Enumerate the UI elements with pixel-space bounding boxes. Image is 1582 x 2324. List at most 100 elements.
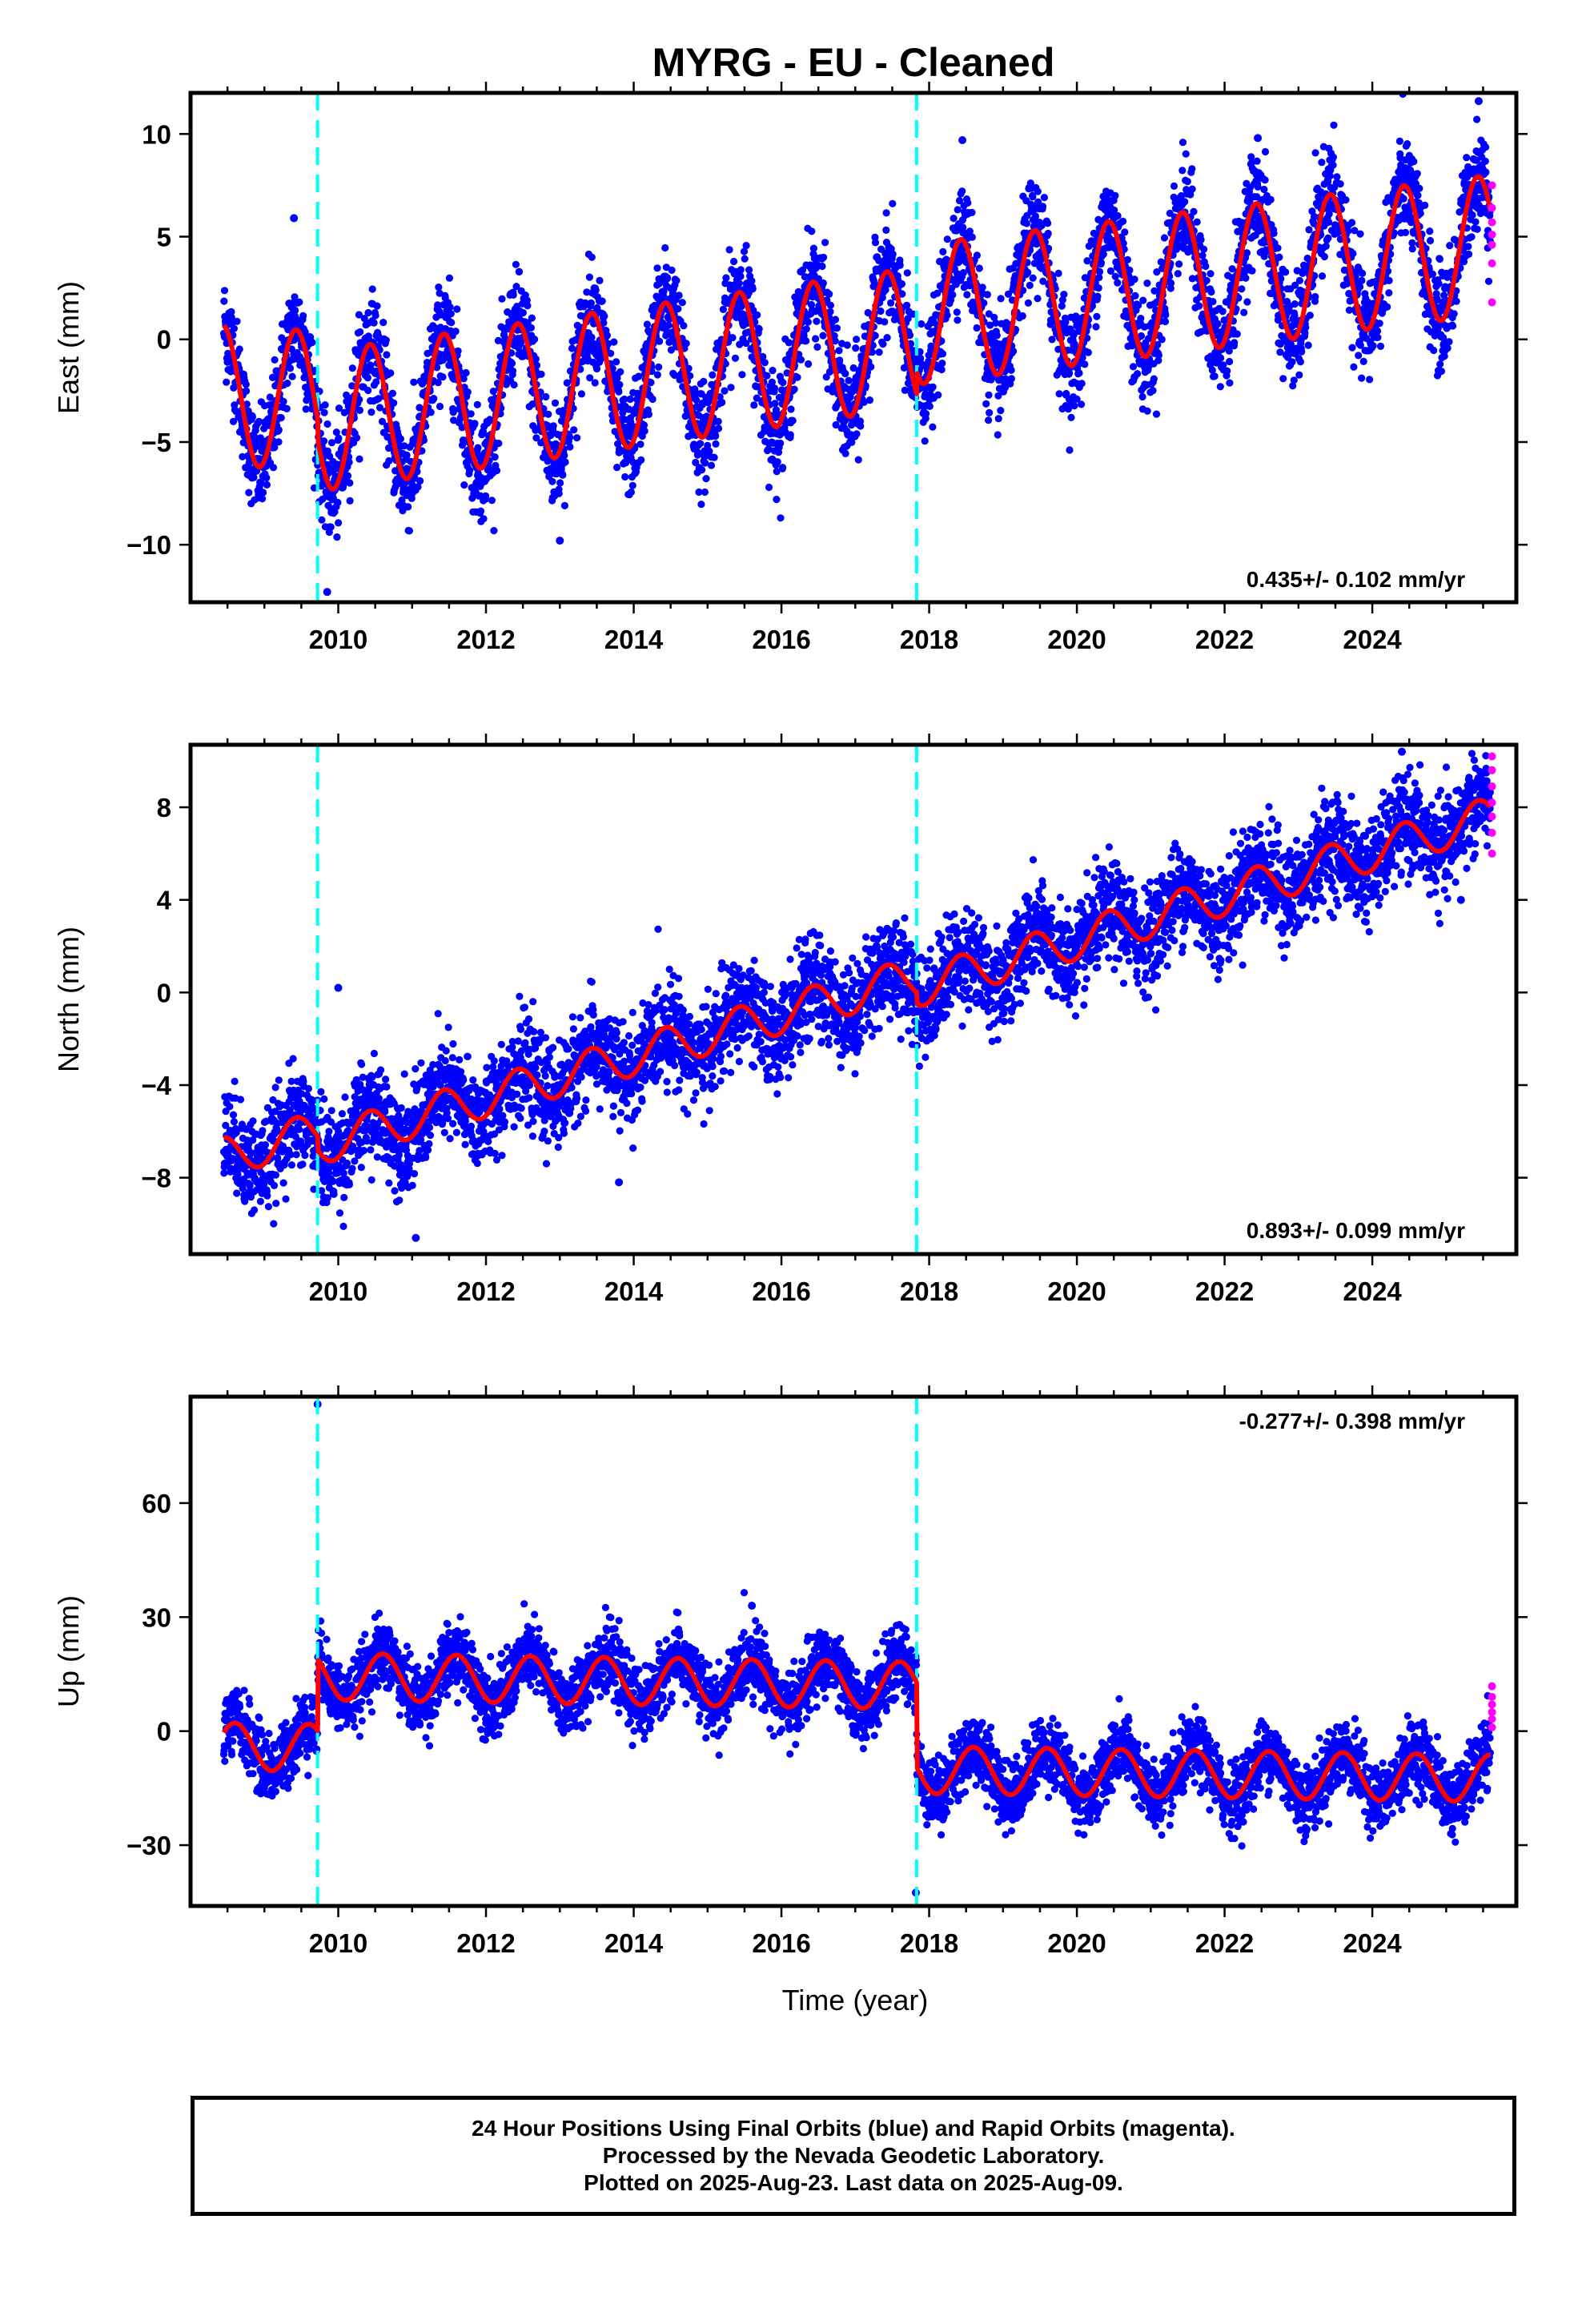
data-point	[1369, 342, 1377, 350]
panel-east: 2010 2012 2014 2016 2018 2020 2022 20241050−5−1…	[52, 82, 1528, 654]
data-point	[532, 361, 541, 369]
data-point	[616, 368, 624, 376]
data-point	[279, 397, 287, 405]
data-point	[1026, 281, 1034, 289]
data-point	[1349, 249, 1357, 258]
data-point	[1178, 139, 1187, 147]
data-point	[235, 345, 243, 353]
data-point	[355, 396, 363, 404]
data-point	[436, 402, 444, 411]
data-point	[1024, 299, 1032, 307]
data-point	[1060, 291, 1068, 299]
data-point	[1178, 167, 1186, 175]
data-point	[375, 395, 383, 403]
data-point	[1356, 230, 1364, 238]
data-point	[537, 370, 545, 378]
data-point	[773, 496, 781, 504]
data-point	[1359, 269, 1367, 277]
data-point	[1481, 157, 1489, 165]
data-point	[804, 318, 812, 326]
data-point	[360, 315, 368, 323]
rapid-orbit-point	[1488, 240, 1496, 249]
outlier-point	[1254, 134, 1263, 143]
data-point	[413, 468, 421, 476]
data-point	[680, 322, 688, 330]
data-point	[814, 275, 823, 283]
data-point	[416, 476, 424, 485]
data-point	[1137, 315, 1145, 323]
plot-area	[219, 93, 1496, 602]
data-point	[694, 448, 702, 456]
data-point	[929, 383, 937, 391]
data-point	[1288, 358, 1296, 366]
data-point	[382, 336, 390, 344]
data-point	[1275, 253, 1283, 261]
data-point	[263, 480, 271, 489]
data-point	[1356, 283, 1364, 291]
data-point	[1452, 297, 1460, 305]
data-point	[1150, 375, 1158, 383]
data-point	[712, 440, 720, 448]
data-point	[953, 308, 961, 316]
data-point	[512, 283, 520, 291]
data-point	[1435, 279, 1443, 287]
data-point	[921, 437, 929, 445]
data-point	[220, 297, 228, 305]
data-point	[712, 432, 720, 440]
data-point	[779, 379, 787, 387]
data-point	[881, 318, 889, 326]
data-point	[508, 360, 516, 368]
data-point	[627, 488, 636, 497]
data-point	[1320, 252, 1328, 261]
data-point	[753, 394, 761, 402]
data-point	[612, 358, 620, 366]
data-point	[332, 428, 340, 436]
data-point	[1195, 302, 1203, 310]
data-point	[1139, 296, 1147, 304]
data-point	[661, 243, 669, 252]
data-point	[549, 422, 557, 430]
data-point	[343, 472, 352, 480]
data-point	[1129, 363, 1138, 371]
data-point	[1075, 369, 1083, 377]
data-point	[985, 391, 993, 399]
data-point	[598, 297, 606, 305]
data-point	[868, 348, 876, 356]
data-point	[375, 404, 384, 412]
data-point	[1436, 360, 1444, 368]
data-point	[1131, 292, 1139, 300]
data-point	[836, 356, 844, 364]
data-point	[283, 380, 291, 388]
data-point	[1029, 274, 1037, 282]
data-point	[1426, 227, 1434, 235]
data-point	[978, 283, 986, 292]
data-point	[548, 477, 556, 485]
data-point	[488, 497, 496, 505]
data-point	[1414, 191, 1422, 199]
data-point	[464, 388, 472, 396]
data-point	[1450, 310, 1458, 318]
data-point	[1093, 312, 1101, 320]
data-point	[938, 350, 947, 358]
data-point	[607, 349, 615, 357]
data-point	[1197, 235, 1205, 243]
x-tick-label: 2018	[900, 625, 958, 654]
data-point	[1428, 270, 1436, 278]
data-point	[730, 257, 738, 266]
data-point	[227, 308, 235, 316]
data-point	[950, 215, 958, 223]
data-point	[737, 266, 745, 274]
data-point	[245, 489, 253, 497]
x-tick-label: 2010	[309, 625, 367, 654]
data-point	[714, 424, 723, 432]
data-point	[414, 483, 422, 491]
data-point	[291, 306, 299, 315]
data-point	[480, 515, 488, 523]
data-point	[973, 251, 981, 259]
data-point	[721, 387, 729, 395]
data-point	[1094, 284, 1102, 292]
data-point	[667, 346, 676, 354]
data-point	[453, 305, 461, 313]
data-point	[1421, 201, 1429, 209]
data-point	[1482, 168, 1490, 176]
